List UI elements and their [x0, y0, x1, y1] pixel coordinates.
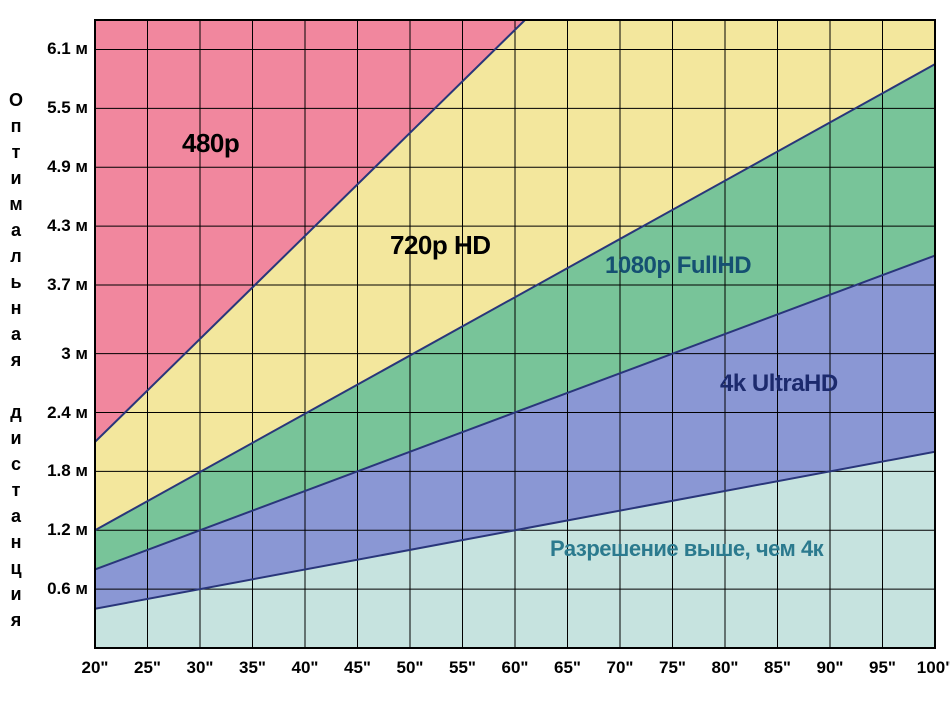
x-tick-label: 65"	[548, 658, 588, 678]
y-axis-label-letter: д	[6, 402, 26, 423]
y-tick-label: 2.4 м	[40, 403, 88, 423]
y-axis-label-letter: а	[6, 220, 26, 241]
region-label-4k: 4k UltraHD	[720, 370, 838, 398]
region-label-720p: 720p HD	[390, 230, 491, 261]
x-tick-label: 30"	[180, 658, 220, 678]
y-tick-label: 0.6 м	[40, 579, 88, 599]
x-tick-label: 100"	[915, 658, 950, 678]
x-tick-label: 20"	[75, 658, 115, 678]
y-axis-label-letter: м	[6, 194, 26, 215]
y-axis-label-letter: и	[6, 584, 26, 605]
x-tick-label: 95"	[863, 658, 903, 678]
y-tick-label: 5.5 м	[40, 98, 88, 118]
x-tick-label: 55"	[443, 658, 483, 678]
x-tick-label: 25"	[128, 658, 168, 678]
y-axis-label-letter: я	[6, 350, 26, 371]
y-axis-label-letter: л	[6, 246, 26, 267]
region-label-above4k: Разрешение выше, чем 4к	[550, 536, 823, 562]
x-tick-label: 90"	[810, 658, 850, 678]
region-label-1080p: 1080p FullHD	[605, 252, 751, 280]
y-tick-label: 6.1 м	[40, 39, 88, 59]
x-tick-label: 40"	[285, 658, 325, 678]
chart-plot-area	[0, 0, 950, 705]
y-axis-label-letter: а	[6, 324, 26, 345]
y-axis-label-letter: ь	[6, 272, 26, 293]
y-axis-label-letter: ц	[6, 558, 26, 579]
y-axis-label-letter: О	[6, 90, 26, 111]
region-label-480p: 480p	[182, 128, 239, 159]
y-axis-label-letter: п	[6, 116, 26, 137]
y-axis-label-letter: и	[6, 428, 26, 449]
viewing-distance-chart: 0.6 м 1.2 м 1.8 м 2.4 м 3 м 3.7 м 4.3 м 4.9 м 5.…	[0, 0, 950, 705]
y-axis-label-letter: н	[6, 532, 26, 553]
x-tick-label: 60"	[495, 658, 535, 678]
y-axis-label-letter: т	[6, 142, 26, 163]
x-tick-label: 70"	[600, 658, 640, 678]
y-axis-label-letter: и	[6, 168, 26, 189]
x-tick-label: 80"	[705, 658, 745, 678]
y-tick-label: 1.8 м	[40, 461, 88, 481]
x-tick-label: 35"	[233, 658, 273, 678]
y-axis-label-letter: с	[6, 454, 26, 475]
y-axis-label-letter: а	[6, 506, 26, 527]
y-tick-label: 4.9 м	[40, 157, 88, 177]
x-tick-label: 75"	[653, 658, 693, 678]
y-tick-label: 1.2 м	[40, 520, 88, 540]
x-tick-label: 45"	[338, 658, 378, 678]
x-tick-label: 50"	[390, 658, 430, 678]
x-tick-label: 85"	[758, 658, 798, 678]
y-axis-label-letter: т	[6, 480, 26, 501]
y-tick-label: 3.7 м	[40, 275, 88, 295]
y-tick-label: 3 м	[40, 344, 88, 364]
y-axis-label-letter: н	[6, 298, 26, 319]
y-axis-label-letter: я	[6, 610, 26, 631]
y-tick-label: 4.3 м	[40, 216, 88, 236]
